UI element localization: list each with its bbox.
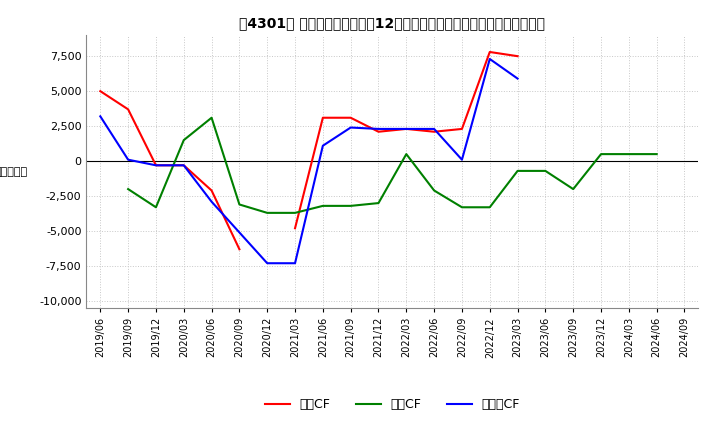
投資CF (402, 151, 410, 157)
フリーCF (291, 260, 300, 266)
営業CF (152, 163, 161, 168)
営業CF (207, 188, 216, 193)
投資CF (179, 137, 188, 143)
投資CF (458, 205, 467, 210)
フリーCF (402, 126, 410, 132)
フリーCF (346, 125, 355, 130)
フリーCF (124, 157, 132, 162)
投資CF (291, 210, 300, 216)
フリーCF (513, 76, 522, 81)
投資CF (207, 115, 216, 121)
フリーCF (207, 199, 216, 204)
営業CF (235, 246, 243, 252)
投資CF (597, 151, 606, 157)
投資CF (485, 205, 494, 210)
投資CF (124, 187, 132, 192)
フリーCF (96, 114, 104, 119)
投資CF (318, 203, 327, 209)
フリーCF (179, 163, 188, 168)
営業CF (96, 88, 104, 94)
フリーCF (263, 260, 271, 266)
フリーCF (430, 126, 438, 132)
Line: フリーCF: フリーCF (100, 59, 518, 263)
投資CF (541, 168, 550, 173)
Title: ［4301］ キャッシュフローの12か月移動合計の対前年同期増減額の推移: ［4301］ キャッシュフローの12か月移動合計の対前年同期増減額の推移 (239, 16, 546, 30)
Y-axis label: （百万円）: （百万円） (0, 167, 28, 176)
営業CF (124, 107, 132, 112)
フリーCF (152, 163, 161, 168)
Line: 営業CF: 営業CF (100, 91, 239, 249)
フリーCF (235, 230, 243, 235)
Legend: 営業CF, 投資CF, フリーCF: 営業CF, 投資CF, フリーCF (260, 393, 525, 416)
投資CF (346, 203, 355, 209)
投資CF (624, 151, 633, 157)
投資CF (569, 187, 577, 192)
フリーCF (485, 56, 494, 62)
投資CF (430, 188, 438, 193)
フリーCF (374, 126, 383, 132)
投資CF (235, 202, 243, 207)
投資CF (152, 205, 161, 210)
フリーCF (458, 157, 467, 162)
投資CF (513, 168, 522, 173)
フリーCF (318, 143, 327, 148)
Line: 投資CF: 投資CF (128, 118, 657, 213)
投資CF (263, 210, 271, 216)
投資CF (374, 201, 383, 206)
営業CF (179, 163, 188, 168)
投資CF (652, 151, 661, 157)
